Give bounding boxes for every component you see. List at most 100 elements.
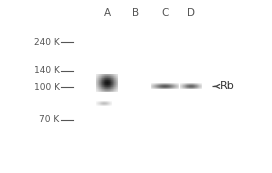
Bar: [197, 87, 198, 88]
Bar: [106, 82, 107, 83]
Bar: [200, 87, 201, 88]
Bar: [108, 86, 109, 87]
Bar: [168, 84, 169, 85]
Bar: [101, 81, 102, 82]
Bar: [178, 88, 179, 89]
Bar: [105, 91, 106, 92]
Bar: [105, 80, 106, 81]
Bar: [198, 84, 199, 85]
Bar: [164, 85, 165, 86]
Bar: [110, 84, 111, 85]
Bar: [160, 83, 161, 84]
Bar: [108, 92, 109, 93]
Bar: [98, 90, 99, 91]
Bar: [174, 87, 175, 88]
Bar: [106, 80, 107, 81]
Bar: [113, 75, 114, 76]
Bar: [115, 82, 116, 83]
Bar: [175, 87, 176, 88]
Bar: [181, 88, 182, 89]
Bar: [169, 88, 170, 89]
Bar: [193, 86, 194, 87]
Bar: [113, 91, 114, 92]
Bar: [107, 77, 108, 78]
Bar: [158, 86, 159, 87]
Bar: [97, 81, 98, 82]
Bar: [108, 80, 109, 81]
Bar: [96, 85, 97, 86]
Bar: [110, 76, 111, 77]
Bar: [117, 84, 118, 85]
Bar: [184, 84, 185, 85]
Bar: [117, 85, 118, 86]
Bar: [172, 84, 173, 85]
Bar: [97, 87, 98, 88]
Bar: [160, 84, 161, 85]
Bar: [115, 92, 116, 93]
Bar: [101, 86, 102, 87]
Bar: [151, 84, 152, 85]
Bar: [189, 87, 190, 88]
Bar: [197, 85, 198, 86]
Bar: [105, 75, 106, 76]
Bar: [116, 82, 117, 83]
Bar: [104, 79, 105, 80]
Bar: [187, 88, 188, 89]
Bar: [97, 82, 98, 83]
Bar: [195, 84, 196, 85]
Bar: [102, 86, 103, 87]
Bar: [165, 87, 166, 88]
Bar: [110, 82, 111, 83]
Bar: [201, 83, 202, 84]
Bar: [111, 85, 112, 86]
Bar: [153, 87, 154, 88]
Bar: [201, 88, 202, 89]
Bar: [103, 83, 104, 84]
Bar: [173, 85, 174, 86]
Bar: [102, 87, 103, 88]
Bar: [99, 80, 100, 81]
Bar: [100, 91, 101, 92]
Bar: [170, 88, 171, 89]
Bar: [176, 87, 177, 88]
Bar: [113, 88, 114, 89]
Bar: [156, 88, 157, 89]
Bar: [106, 84, 107, 85]
Bar: [116, 78, 117, 79]
Bar: [172, 87, 173, 88]
Bar: [181, 84, 182, 85]
Bar: [96, 75, 97, 76]
Bar: [97, 80, 98, 81]
Bar: [196, 83, 197, 84]
Bar: [199, 85, 200, 86]
Bar: [190, 87, 191, 88]
Bar: [168, 83, 169, 84]
Bar: [155, 84, 156, 85]
Bar: [116, 83, 117, 84]
Bar: [170, 84, 171, 85]
Bar: [107, 82, 108, 83]
Bar: [100, 85, 101, 86]
Bar: [109, 78, 110, 79]
Bar: [108, 83, 109, 84]
Bar: [96, 82, 97, 83]
Bar: [171, 86, 172, 87]
Bar: [107, 79, 108, 80]
Bar: [156, 84, 157, 85]
Bar: [167, 83, 168, 84]
Bar: [154, 86, 155, 87]
Bar: [99, 84, 100, 85]
Bar: [158, 87, 159, 88]
Bar: [153, 84, 154, 85]
Bar: [104, 76, 105, 77]
Bar: [150, 87, 151, 88]
Bar: [183, 84, 184, 85]
Bar: [96, 76, 97, 77]
Bar: [105, 76, 106, 77]
Bar: [112, 83, 113, 84]
Bar: [175, 88, 176, 89]
Bar: [198, 87, 199, 88]
Bar: [185, 88, 186, 89]
Bar: [113, 83, 114, 84]
Bar: [102, 83, 103, 84]
